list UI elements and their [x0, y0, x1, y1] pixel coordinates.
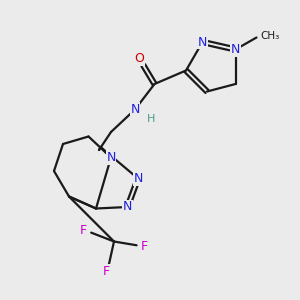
Text: N: N — [231, 43, 240, 56]
Text: N: N — [198, 35, 207, 49]
Text: N: N — [106, 151, 116, 164]
Text: F: F — [80, 224, 87, 238]
Text: F: F — [141, 239, 148, 253]
Text: H: H — [147, 113, 156, 124]
Text: N: N — [123, 200, 132, 214]
Text: F: F — [103, 265, 110, 278]
Text: O: O — [135, 52, 144, 65]
Text: N: N — [133, 172, 143, 185]
Text: CH₃: CH₃ — [260, 31, 279, 41]
Text: N: N — [130, 103, 140, 116]
